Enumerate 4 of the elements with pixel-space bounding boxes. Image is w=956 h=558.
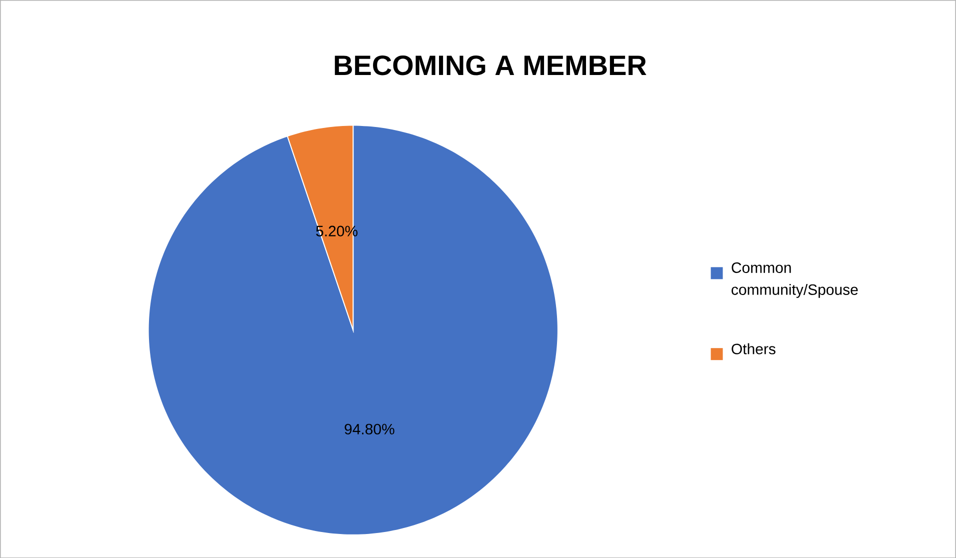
legend-label: Common community/Spouse: [732, 262, 858, 298]
chart-title: BECOMING A MEMBER: [334, 55, 646, 76]
legend-label: Others: [732, 343, 776, 354]
data-label: 94.80%: [344, 424, 394, 434]
